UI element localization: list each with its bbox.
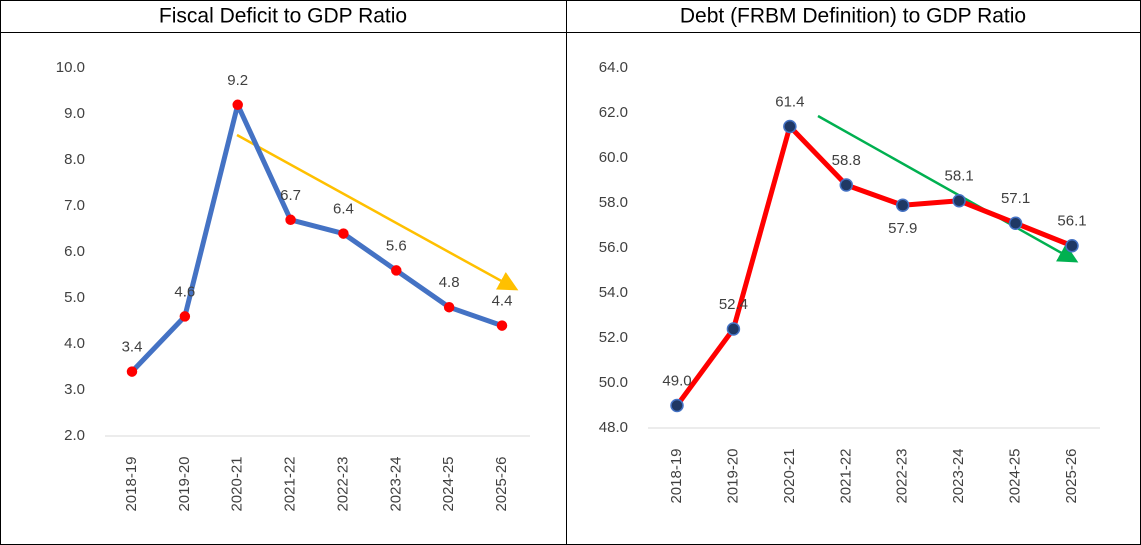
data-label: 5.6 <box>386 237 407 254</box>
y-tick-label: 64.0 <box>599 59 628 76</box>
x-tick-label: 2022-23 <box>334 456 351 511</box>
data-point <box>179 311 191 322</box>
y-tick-label: 6.0 <box>64 243 85 260</box>
data-label: 61.4 <box>775 93 804 110</box>
trend-arrow <box>817 114 1079 263</box>
data-point <box>783 119 797 134</box>
data-label: 57.9 <box>888 220 917 237</box>
chart-title: Debt (FRBM Definition) to GDP Ratio <box>680 5 1026 28</box>
x-tick-label: 2024-25 <box>440 456 457 511</box>
x-tick-label: 2025-26 <box>493 456 510 511</box>
x-tick-label: 2020-21 <box>229 456 246 511</box>
x-tick-label: 2021-22 <box>282 456 299 511</box>
x-tick-label: 2023-24 <box>387 456 404 511</box>
y-tick-label: 54.0 <box>599 284 628 301</box>
data-label: 4.6 <box>174 283 195 300</box>
data-point <box>285 214 296 226</box>
y-tick-label: 7.0 <box>64 197 85 214</box>
data-point <box>1008 216 1023 230</box>
data-label: 58.1 <box>945 168 974 185</box>
y-tick-label: 48.0 <box>599 419 628 436</box>
x-tick-label: 2020-21 <box>781 448 798 503</box>
data-label: 4.4 <box>492 293 513 310</box>
data-label: 6.7 <box>280 187 301 204</box>
y-tick-label: 4.0 <box>64 335 85 352</box>
x-tick-label: 2019-20 <box>724 448 741 503</box>
data-label: 56.1 <box>1057 213 1086 230</box>
data-label: 52.4 <box>719 296 748 313</box>
data-label: 6.4 <box>333 201 354 218</box>
x-tick-label: 2021-22 <box>837 448 854 503</box>
x-tick-label: 2018-19 <box>668 448 685 503</box>
x-tick-label: 2025-26 <box>1063 448 1080 503</box>
data-point <box>443 301 455 313</box>
y-tick-label: 8.0 <box>64 151 85 168</box>
data-point <box>496 320 508 331</box>
y-tick-label: 9.0 <box>64 105 85 122</box>
y-tick-label: 50.0 <box>599 374 628 391</box>
x-tick-label: 2018-19 <box>123 456 140 511</box>
data-label: 58.8 <box>832 152 861 169</box>
y-tick-label: 58.0 <box>599 194 628 211</box>
data-label: 4.8 <box>439 274 460 291</box>
y-tick-label: 3.0 <box>64 381 85 398</box>
data-point <box>1065 239 1079 253</box>
data-label: 49.0 <box>662 372 691 389</box>
data-point <box>895 198 910 212</box>
data-point <box>232 99 243 111</box>
data-label: 3.4 <box>122 339 143 356</box>
data-point <box>391 265 402 276</box>
trend-arrow <box>236 133 519 291</box>
y-tick-label: 10.0 <box>56 59 85 76</box>
y-tick-label: 2.0 <box>64 427 85 444</box>
chart-title: Fiscal Deficit to GDP Ratio <box>159 5 407 28</box>
data-point <box>670 398 684 413</box>
data-point <box>126 366 138 377</box>
y-tick-label: 56.0 <box>599 239 628 256</box>
x-tick-label: 2023-24 <box>950 448 967 503</box>
series-line <box>130 102 503 374</box>
x-tick-label: 2019-20 <box>176 456 193 511</box>
y-tick-label: 60.0 <box>599 149 628 166</box>
y-tick-label: 5.0 <box>64 289 85 306</box>
x-tick-label: 2022-23 <box>894 448 911 503</box>
data-point <box>726 322 741 336</box>
x-tick-label: 2024-25 <box>1007 448 1024 503</box>
data-label: 57.1 <box>1001 190 1030 207</box>
y-tick-label: 62.0 <box>599 104 628 121</box>
y-tick-label: 52.0 <box>599 329 628 346</box>
data-point <box>338 228 349 239</box>
data-label: 9.2 <box>227 72 248 89</box>
data-point <box>952 194 966 208</box>
series-line <box>674 124 1073 407</box>
data-point <box>839 178 854 192</box>
